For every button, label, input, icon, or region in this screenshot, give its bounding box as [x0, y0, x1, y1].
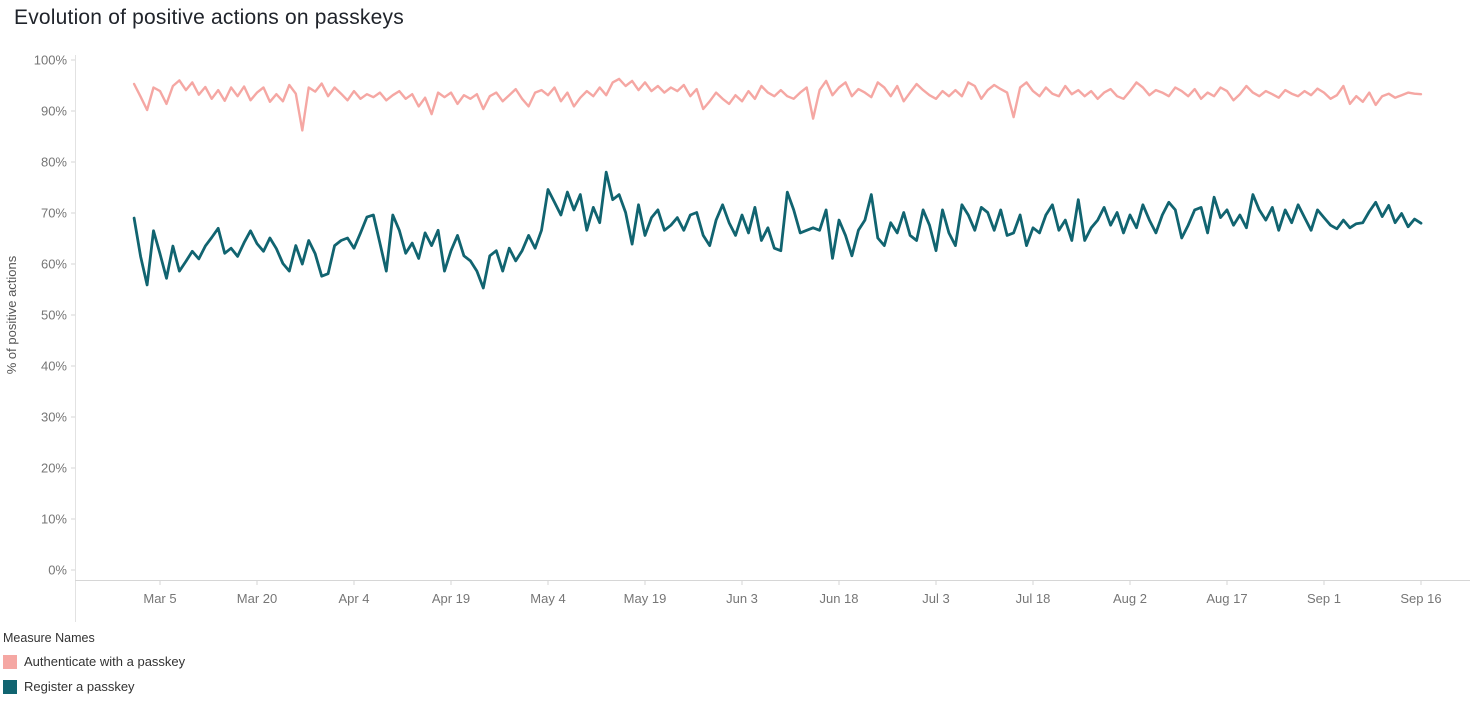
- x-tick-label: Aug 2: [1113, 591, 1147, 606]
- x-tick-label: Sep 1: [1307, 591, 1341, 606]
- legend-item-label: Authenticate with a passkey: [24, 654, 186, 669]
- legend-item-authenticate[interactable]: Authenticate with a passkey: [3, 654, 185, 669]
- x-tick-label: Jul 18: [1016, 591, 1051, 606]
- legend-item-label: Register a passkey: [24, 679, 135, 694]
- y-tick-label: 30%: [41, 410, 67, 425]
- y-tick-label: 20%: [41, 461, 67, 476]
- legend-swatch-register: [3, 679, 17, 694]
- legend-swatch-authenticate: [3, 654, 17, 669]
- y-tick-label: 50%: [41, 308, 67, 323]
- x-tick-label: Jun 3: [726, 591, 758, 606]
- x-tick-label: Apr 19: [432, 591, 470, 606]
- legend-item-register[interactable]: Register a passkey: [3, 679, 185, 694]
- y-tick-label: 100%: [34, 53, 68, 68]
- y-tick-label: 80%: [41, 155, 67, 170]
- x-tick-label: May 4: [530, 591, 565, 606]
- x-tick-label: Sep 16: [1400, 591, 1441, 606]
- series-line-register-a-passkey[interactable]: [132, 170, 1423, 290]
- x-tick-label: Jun 18: [819, 591, 858, 606]
- series-line-authenticate-with-a-passkey[interactable]: [132, 77, 1423, 132]
- legend-title: Measure Names: [3, 631, 95, 645]
- y-axis-title: % of positive actions: [4, 255, 19, 374]
- x-tick-label: Apr 4: [338, 591, 369, 606]
- y-tick-label: 60%: [41, 257, 67, 272]
- y-tick-label: 0%: [48, 563, 67, 578]
- x-tick-label: Mar 20: [237, 591, 277, 606]
- y-tick-label: 70%: [41, 206, 67, 221]
- x-tick-label: Jul 3: [922, 591, 949, 606]
- line-chart: 0% 10% 20% 30% 40% 50% 60% 70% 80% 90% 100% Mar 5 Ma…: [4, 53, 1470, 622]
- y-tick-label: 40%: [41, 359, 67, 374]
- page-title: Evolution of positive actions on passkey…: [14, 6, 404, 29]
- legend: Measure Names Authenticate with a passke…: [3, 631, 185, 704]
- y-tick-label: 90%: [41, 104, 67, 119]
- x-tick-label: May 19: [624, 591, 667, 606]
- x-tick-label: Aug 17: [1206, 591, 1247, 606]
- y-tick-label: 10%: [41, 512, 67, 527]
- x-tick-label: Mar 5: [143, 591, 176, 606]
